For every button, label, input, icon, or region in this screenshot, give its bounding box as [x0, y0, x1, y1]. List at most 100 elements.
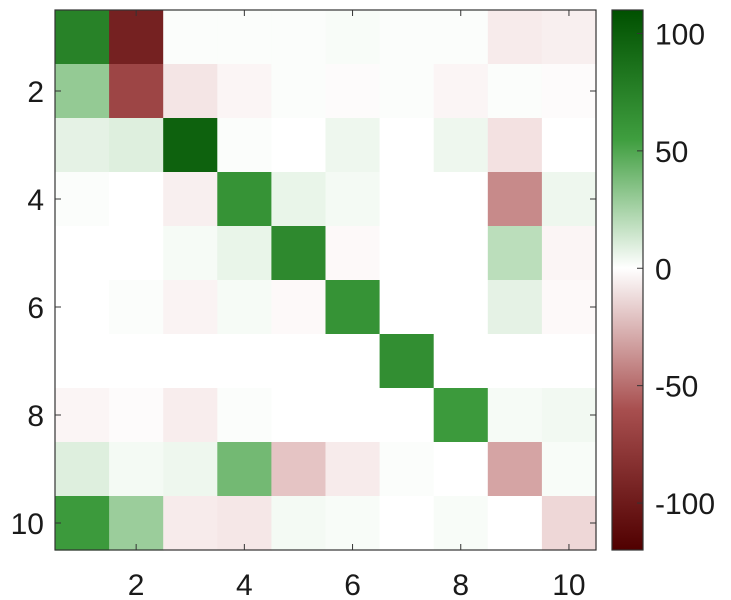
heatmap-cell-r10-c6: [325, 496, 381, 551]
heatmap-cell-r7-c3: [163, 334, 218, 389]
heatmap-cell-r6-c3: [163, 280, 218, 335]
heatmap-cell-r7-c8: [433, 334, 489, 389]
y-axis: 2 4 6 8 10: [11, 76, 596, 541]
y-tick-label: 4: [27, 184, 44, 217]
heatmap-cell-r8-c3: [163, 388, 218, 443]
heatmap-cell-r6-c1: [55, 280, 110, 335]
heatmap-cell-r9-c8: [433, 442, 489, 497]
heatmap-cell-r5-c7: [379, 226, 435, 281]
heatmap-cell-r7-c9: [487, 334, 543, 389]
heatmap-cell-r4-c8: [433, 172, 489, 227]
heatmap-cell-r7-c1: [55, 334, 110, 389]
x-tick-label: 2: [128, 569, 145, 600]
colorbar-tick-label: -50: [655, 371, 698, 404]
heatmap-cell-r5-c9: [487, 226, 543, 281]
colorbar: [611, 9, 644, 551]
heatmap-cell-r3-c5: [271, 118, 327, 173]
heatmap-cell-r2-c6: [325, 64, 381, 119]
colorbar-tick-label: -100: [655, 488, 715, 521]
heatmap-cell-r4-c1: [55, 172, 110, 227]
heatmap-cell-r8-c1: [55, 388, 110, 443]
heatmap-cell-r8-c5: [271, 388, 327, 443]
heatmap-cell-r6-c4: [217, 280, 272, 335]
heatmap-cell-r9-c9: [487, 442, 543, 497]
heatmap-cell-r4-c10: [541, 172, 597, 227]
heatmap-cell-r2-c8: [433, 64, 489, 119]
heatmap-cell-r9-c7: [379, 442, 435, 497]
heatmap-cell-r2-c10: [541, 64, 597, 119]
heatmap-cell-r1-c2: [109, 10, 164, 65]
heatmap-cell-r9-c4: [217, 442, 272, 497]
heatmap-cell-r4-c5: [271, 172, 327, 227]
heatmap-cell-r2-c4: [217, 64, 272, 119]
heatmap-cell-r7-c2: [109, 334, 164, 389]
heatmap-cell-r4-c7: [379, 172, 435, 227]
heatmap-cell-r10-c5: [271, 496, 327, 551]
heatmap-cell-r9-c1: [55, 442, 110, 497]
heatmap-cell-r10-c8: [433, 496, 489, 551]
heatmap-cell-r3-c3: [163, 118, 218, 173]
heatmap-cell-r3-c7: [379, 118, 435, 173]
heatmap-cell-r7-c4: [217, 334, 272, 389]
heatmap-cell-r5-c2: [109, 226, 164, 281]
heatmap-cell-r4-c9: [487, 172, 543, 227]
heatmap-cell-r7-c5: [271, 334, 327, 389]
heatmap-cell-r3-c6: [325, 118, 381, 173]
x-tick-label: 10: [552, 569, 585, 600]
heatmap-cell-r6-c2: [109, 280, 164, 335]
heatmap-cell-r7-c10: [541, 334, 597, 389]
y-tick-label: 8: [27, 400, 44, 433]
heatmap-cell-r1-c7: [379, 10, 435, 65]
colorbar-tick-label: 0: [655, 253, 672, 286]
colorbar-axis: 100 50 0 -50 -100: [637, 18, 715, 521]
heatmap-cell-r1-c4: [217, 10, 272, 65]
heatmap-cell-r1-c1: [55, 10, 110, 65]
heatmap-cell-r5-c5: [271, 226, 327, 281]
heatmap-cell-r5-c1: [55, 226, 110, 281]
heatmap-cell-r9-c6: [325, 442, 381, 497]
heatmap-cell-r5-c4: [217, 226, 272, 281]
heatmap-cell-r2-c7: [379, 64, 435, 119]
heatmap-cell-r6-c7: [379, 280, 435, 335]
heatmap-cell-r6-c8: [433, 280, 489, 335]
heatmap-cell-r10-c7: [379, 496, 435, 551]
heatmap-cell-r1-c3: [163, 10, 218, 65]
heatmap-cell-r8-c8: [433, 388, 489, 443]
heatmap-cell-r3-c9: [487, 118, 543, 173]
y-tick-label: 10: [11, 508, 44, 541]
heatmap-cell-r5-c3: [163, 226, 218, 281]
heatmap-cell-r8-c9: [487, 388, 543, 443]
heatmap-cell-r10-c1: [55, 496, 110, 551]
heatmap-cells: [55, 10, 597, 551]
heatmap-cell-r1-c6: [325, 10, 381, 65]
heatmap-cell-r3-c8: [433, 118, 489, 173]
heatmap-cell-r1-c9: [487, 10, 543, 65]
heatmap-cell-r2-c1: [55, 64, 110, 119]
heatmap-cell-r10-c2: [109, 496, 164, 551]
heatmap-cell-r8-c6: [325, 388, 381, 443]
heatmap-cell-r4-c6: [325, 172, 381, 227]
heatmap-cell-r3-c10: [541, 118, 597, 173]
heatmap-cell-r6-c5: [271, 280, 327, 335]
heatmap-cell-r4-c4: [217, 172, 272, 227]
x-axis: 2 4 6 8 10: [128, 10, 586, 600]
heatmap-cell-r9-c3: [163, 442, 218, 497]
heatmap-cell-r1-c10: [541, 10, 597, 65]
colorbar-tick-label: 50: [655, 136, 688, 169]
heatmap-cell-r2-c3: [163, 64, 218, 119]
heatmap-cell-r9-c2: [109, 442, 164, 497]
x-tick-label: 6: [344, 569, 361, 600]
heatmap-cell-r6-c9: [487, 280, 543, 335]
heatmap-cell-r10-c9: [487, 496, 543, 551]
heatmap-cell-r8-c10: [541, 388, 597, 443]
heatmap-cell-r1-c5: [271, 10, 327, 65]
heatmap-cell-r8-c7: [379, 388, 435, 443]
x-tick-label: 4: [236, 569, 253, 600]
plot-frame: [54, 9, 597, 551]
heatmap-cell-r3-c1: [55, 118, 110, 173]
heatmap-cell-r5-c10: [541, 226, 597, 281]
heatmap-cell-r4-c3: [163, 172, 218, 227]
heatmap-cell-r8-c4: [217, 388, 272, 443]
heatmap-cell-r7-c6: [325, 334, 381, 389]
